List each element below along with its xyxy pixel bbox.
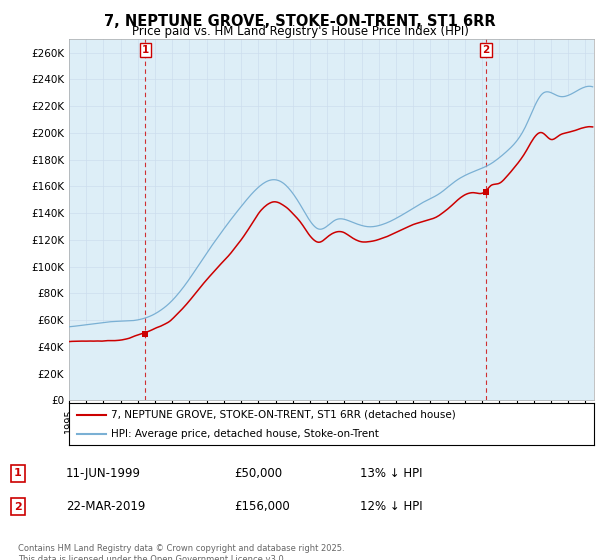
Text: Contains HM Land Registry data © Crown copyright and database right 2025.
This d: Contains HM Land Registry data © Crown c… [18,544,344,560]
Text: 12% ↓ HPI: 12% ↓ HPI [360,500,422,514]
Text: 1: 1 [142,45,149,55]
Text: Price paid vs. HM Land Registry's House Price Index (HPI): Price paid vs. HM Land Registry's House … [131,25,469,38]
Text: 11-JUN-1999: 11-JUN-1999 [66,466,141,480]
Text: 2: 2 [482,45,490,55]
Text: 7, NEPTUNE GROVE, STOKE-ON-TRENT, ST1 6RR: 7, NEPTUNE GROVE, STOKE-ON-TRENT, ST1 6R… [104,14,496,29]
Text: £50,000: £50,000 [234,466,282,480]
Text: 22-MAR-2019: 22-MAR-2019 [66,500,145,514]
Text: 7, NEPTUNE GROVE, STOKE-ON-TRENT, ST1 6RR (detached house): 7, NEPTUNE GROVE, STOKE-ON-TRENT, ST1 6R… [111,409,456,419]
Text: 13% ↓ HPI: 13% ↓ HPI [360,466,422,480]
Text: 2: 2 [14,502,22,512]
Text: 1: 1 [14,468,22,478]
Text: £156,000: £156,000 [234,500,290,514]
Text: HPI: Average price, detached house, Stoke-on-Trent: HPI: Average price, detached house, Stok… [111,429,379,439]
